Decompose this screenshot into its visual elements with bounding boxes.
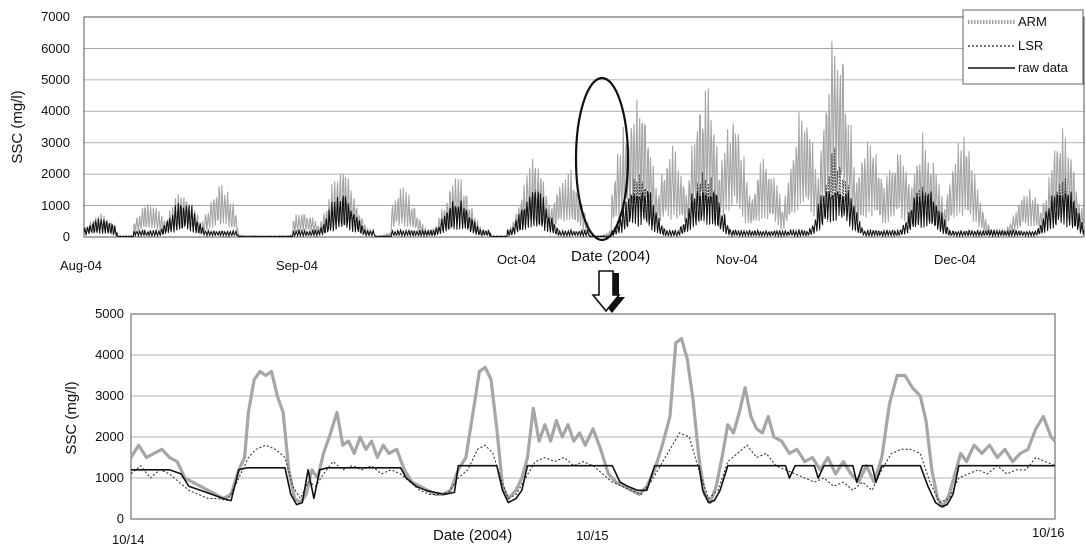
bottom-ytick-label: 1000 [95,470,124,485]
bottom-ytick-label: 4000 [95,347,124,362]
top-xtick-label: Aug-04 [60,258,102,273]
top-ytick-label: 1000 [41,198,70,213]
bottom-series-raw [131,464,1055,508]
bottom-ytick-label: 3000 [95,388,124,403]
legend-label-lsr: LSR [1018,38,1043,53]
top-xtick-label: Nov-04 [716,252,758,267]
top-chart: 0 1000 2000 3000 4000 5000 6000 7000 Aug… [9,9,1085,273]
top-xtick-label: Dec-04 [934,252,976,267]
bottom-series-arm [129,337,1057,509]
bottom-ytick-label: 0 [117,511,124,526]
bottom-ytick-label: 2000 [95,429,124,444]
down-arrow-icon [591,270,625,313]
bottom-series-group [129,337,1057,509]
top-series-group [83,40,1085,238]
top-ytick-label: 4000 [41,103,70,118]
bottom-y-axis-title: SSC (mg/l) [63,381,80,454]
top-ytick-label: 0 [63,229,70,244]
bottom-xtick-label: 10/15 [576,528,609,543]
highlight-ellipse [574,76,630,242]
top-ytick-label: 6000 [41,41,70,56]
top-plot-frame [83,16,1085,238]
legend-label-raw: raw data [1018,60,1069,75]
top-series-raw [83,190,1085,238]
bottom-ytick-label: 5000 [95,306,124,321]
bottom-x-axis-title: Date (2004) [433,527,512,544]
top-x-axis-title: Date (2004) [571,248,650,265]
top-y-axis-title: SSC (mg/l) [9,90,26,163]
top-xtick-label: Oct-04 [497,252,536,267]
legend-label-arm: ARM [1018,14,1047,29]
top-xtick-label: Sep-04 [276,258,318,273]
top-ytick-label: 3000 [41,135,70,150]
legend: ARM LSR raw data [962,9,1084,85]
bottom-chart: 0 1000 2000 3000 4000 5000 10/14 10/15 1… [63,306,1065,547]
top-ytick-label: 7000 [41,9,70,24]
top-ytick-label: 5000 [41,72,70,87]
bottom-plot-frame [130,313,1056,520]
bottom-xtick-label: 10/14 [112,532,145,547]
bottom-series-lsr [130,432,1056,504]
top-ytick-label: 2000 [41,166,70,181]
bottom-gridlines [131,313,1055,479]
bottom-xtick-label: 10/16 [1032,525,1065,540]
